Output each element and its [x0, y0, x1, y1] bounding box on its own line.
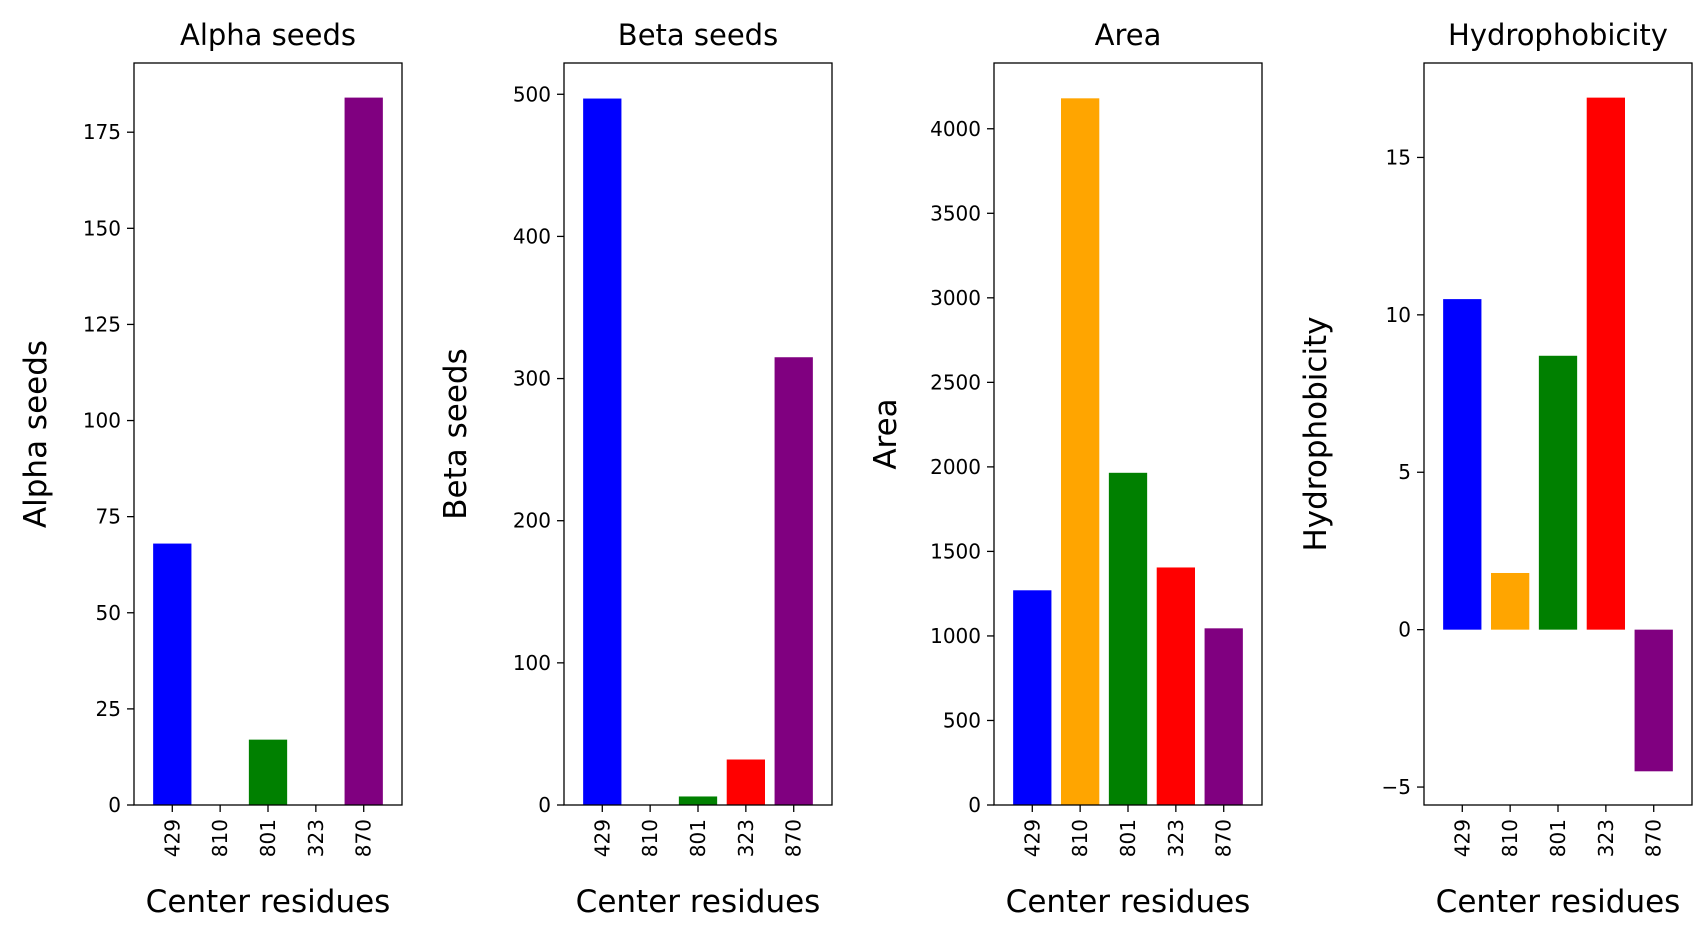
bar-429	[153, 543, 192, 805]
bar-870	[1204, 628, 1243, 805]
x-tick-label: 870	[1642, 819, 1666, 857]
x-tick-label: 323	[734, 819, 758, 857]
y-axis-label: Beta seeds	[438, 348, 474, 519]
y-tick-label: 3500	[930, 201, 981, 225]
x-tick-label: 870	[352, 819, 376, 857]
chart-title: Alpha seeds	[180, 18, 356, 52]
chart-title: Area	[1095, 18, 1162, 52]
y-tick-label: 0	[108, 793, 121, 817]
x-tick-label: 870	[1212, 819, 1236, 857]
y-tick-label: 0	[538, 793, 551, 817]
y-tick-label: 400	[513, 224, 551, 248]
chart-panel-2: 0 100 200 300 400 500 429 810 801 323 870 Beta seed…	[438, 18, 833, 920]
bar-870	[344, 97, 383, 806]
y-tick-label: −5	[1382, 775, 1411, 799]
y-tick-label: 3000	[930, 286, 981, 310]
chart-panel-1: 0 25 50 75 100 125 150 175 429 810 801 323 870 Alpha …	[18, 18, 403, 920]
x-axis-label: Center residues	[1006, 884, 1251, 920]
x-tick-label: 810	[638, 819, 662, 857]
y-tick-label: 175	[83, 120, 121, 144]
x-tick-label: 429	[590, 819, 614, 857]
bar-429	[583, 98, 622, 806]
x-tick-label: 323	[1594, 819, 1618, 857]
bar-810	[1061, 98, 1100, 805]
x-tick-label: 429	[1020, 819, 1044, 857]
x-axis-label: Center residues	[576, 884, 821, 920]
x-tick-label: 429	[160, 819, 184, 857]
y-tick-label: 50	[96, 601, 121, 625]
y-tick-label: 100	[83, 409, 121, 433]
x-tick-label: 323	[304, 819, 328, 857]
bar-870	[774, 357, 813, 805]
y-tick-label: 100	[513, 651, 551, 675]
y-tick-label: 1000	[930, 624, 981, 648]
x-tick-label: 810	[1068, 819, 1092, 857]
y-tick-label: 2000	[930, 455, 981, 479]
x-tick-label: 801	[1546, 819, 1570, 857]
y-tick-label: 4000	[930, 117, 981, 141]
bar-429	[1443, 299, 1482, 630]
y-tick-label: 125	[83, 312, 121, 336]
y-axis-label: Alpha seeds	[18, 340, 54, 528]
y-tick-label: 1500	[930, 539, 981, 563]
x-axis-label: Center residues	[146, 884, 391, 920]
bar-801	[678, 796, 718, 805]
y-tick-label: 300	[513, 367, 551, 391]
x-tick-label: 801	[686, 819, 710, 857]
x-axis-label: Center residues	[1436, 884, 1681, 920]
y-tick-label: 500	[513, 82, 551, 106]
y-tick-label: 150	[83, 216, 121, 240]
chart-title: Beta seeds	[618, 18, 778, 52]
x-tick-label: 801	[256, 819, 280, 857]
y-tick-label: 200	[513, 509, 551, 533]
bar-801	[1108, 472, 1148, 805]
chart-panel-4: −5 0 5 10 15 429 810 801 323 870 Hydrophobicity Cen…	[1298, 18, 1693, 920]
y-tick-label: 10	[1386, 303, 1411, 327]
y-tick-label: 500	[943, 708, 981, 732]
bar-810	[1491, 572, 1530, 630]
y-tick-label: 0	[968, 793, 981, 817]
y-tick-label: 0	[1398, 618, 1411, 642]
bar-323	[726, 759, 765, 805]
y-tick-label: 2500	[930, 370, 981, 394]
bar-323	[1156, 567, 1195, 805]
y-tick-label: 5	[1398, 460, 1411, 484]
y-axis-label: Area	[868, 398, 904, 469]
x-tick-label: 810	[1498, 819, 1522, 857]
bar-801	[1538, 355, 1578, 630]
x-tick-label: 810	[208, 819, 232, 857]
y-tick-label: 15	[1386, 145, 1411, 169]
bar-870	[1634, 629, 1673, 772]
x-tick-label: 429	[1450, 819, 1474, 857]
bar-429	[1013, 590, 1052, 805]
x-tick-label: 870	[782, 819, 806, 857]
bar-801	[248, 739, 288, 805]
chart-panel-3: 0 500 1000 1500 2000 2500 3000 3500 4000 429 810 80…	[868, 18, 1263, 920]
x-tick-label: 323	[1164, 819, 1188, 857]
y-tick-label: 75	[96, 505, 121, 529]
chart-title: Hydrophobicity	[1448, 18, 1668, 52]
y-axis-label: Hydrophobicity	[1298, 316, 1334, 551]
bar-323	[1586, 97, 1625, 630]
y-tick-label: 25	[96, 697, 121, 721]
x-tick-label: 801	[1116, 819, 1140, 857]
